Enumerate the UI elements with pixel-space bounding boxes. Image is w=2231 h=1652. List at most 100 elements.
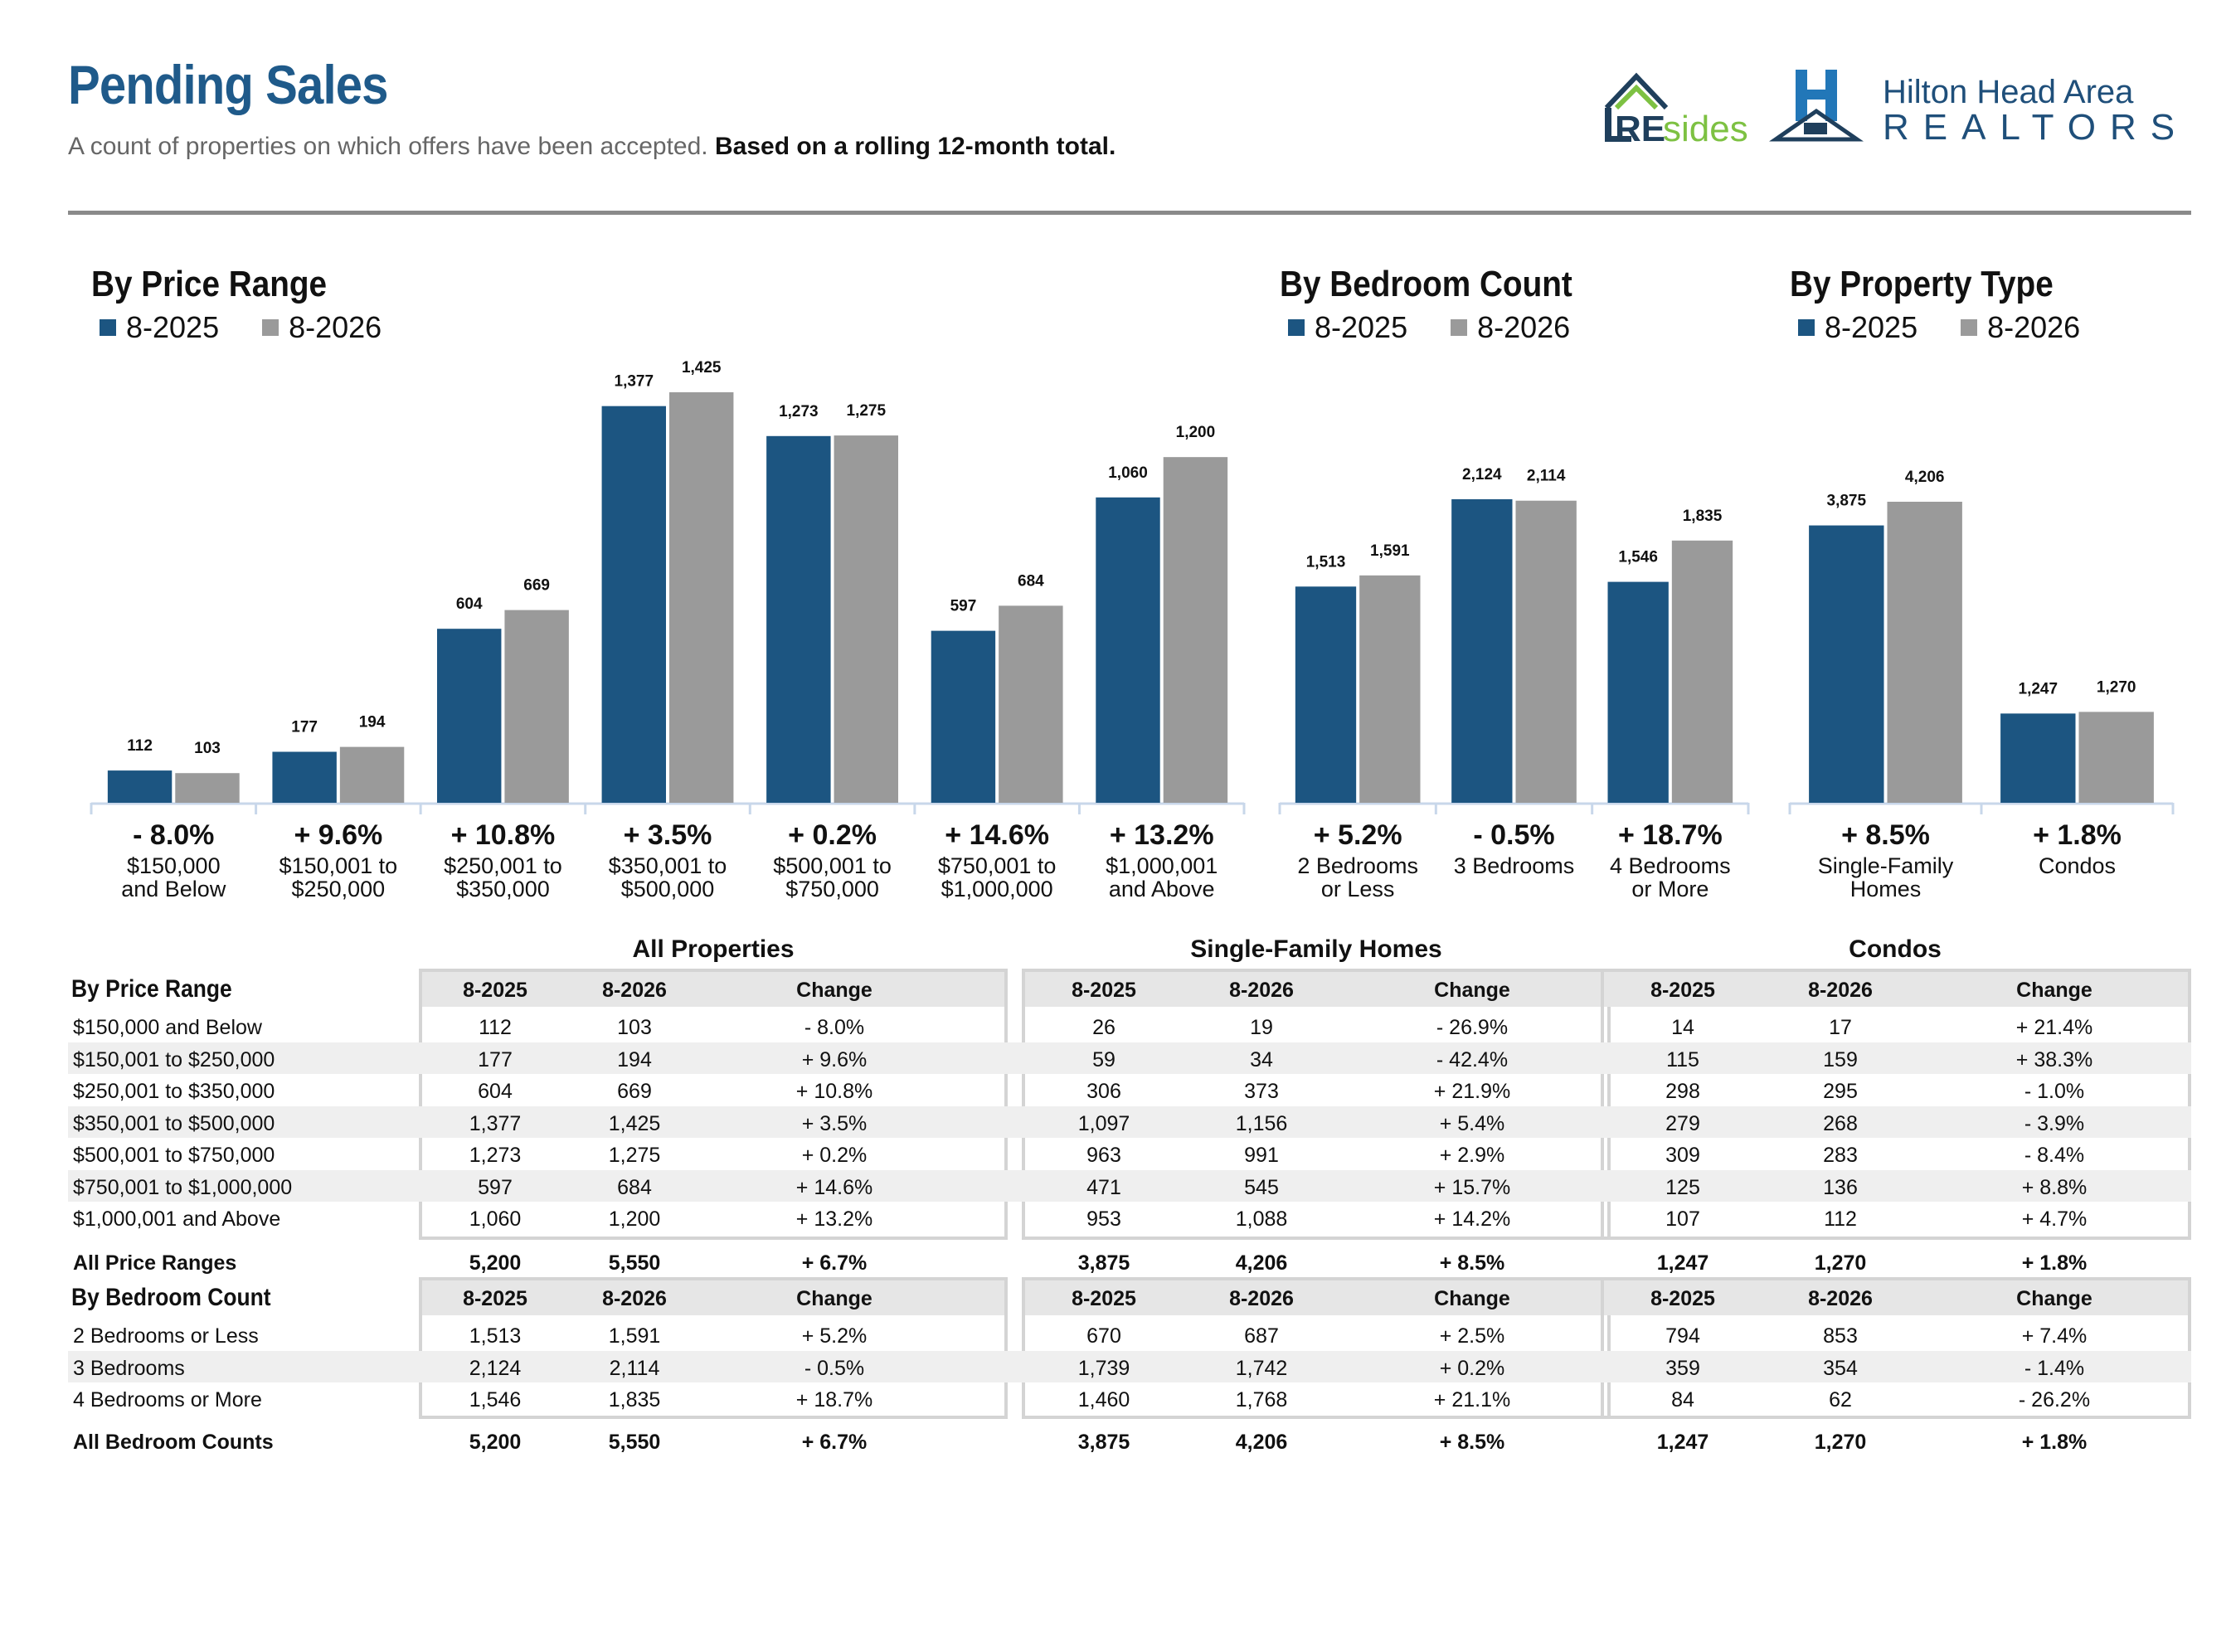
table-cell: 1,156: [1235, 1111, 1288, 1135]
table-cell: 194: [617, 1047, 652, 1071]
chart-title-property: By Property Type: [1790, 264, 2054, 304]
category-label: or More: [1631, 877, 1708, 901]
table-row-label: $150,001 to $250,000: [73, 1047, 275, 1071]
table-cell: 17: [1829, 1016, 1852, 1039]
change-label: + 5.2%: [1314, 819, 1402, 851]
table-cell: 306: [1086, 1080, 1121, 1103]
legend-swatch-2025: [1288, 319, 1305, 336]
category-label: $150,001 to: [279, 853, 398, 878]
table-cell: 2,124: [469, 1356, 522, 1380]
bar-value-label: 194: [359, 714, 386, 731]
table-cell: + 21.9%: [1433, 1080, 1511, 1103]
category-label: $150,000: [127, 853, 221, 878]
table-cell: 34: [1250, 1047, 1273, 1071]
table-cell: 670: [1086, 1324, 1121, 1348]
category-label: $750,001 to: [938, 853, 1057, 878]
table-column-header: Change: [1434, 979, 1510, 1002]
table-total-cell: + 6.7%: [801, 1431, 868, 1454]
bar-2025: [1607, 581, 1669, 803]
bar-2025: [1295, 586, 1357, 803]
table-row-label: $250,001 to $350,000: [73, 1080, 275, 1103]
table-cell: + 9.6%: [801, 1047, 868, 1071]
table-cell: 1,200: [608, 1207, 661, 1231]
table-header-band: [422, 1280, 1004, 1315]
table-cell: - 3.9%: [2024, 1111, 2085, 1135]
table-cell: 309: [1665, 1144, 1700, 1167]
table-cell: 1,097: [1077, 1111, 1130, 1135]
category-label: $500,001 to: [773, 853, 892, 878]
category-label: and Above: [1109, 877, 1215, 901]
legend-property: 8-2025 8-2026: [1798, 310, 2123, 345]
change-label: + 10.8%: [451, 819, 556, 851]
table-cell: - 8.0%: [804, 1016, 865, 1039]
table-cell: 1,739: [1077, 1356, 1130, 1380]
table-column-header: 8-2025: [1650, 979, 1715, 1002]
table-cell: 283: [1823, 1144, 1858, 1167]
table-cell: 545: [1244, 1175, 1279, 1199]
table-cell: + 2.5%: [1439, 1324, 1505, 1348]
legend-swatch-2026: [1961, 319, 1978, 336]
table-cell: + 2.9%: [1439, 1144, 1505, 1167]
table-cell: + 18.7%: [795, 1388, 873, 1411]
table-cell: 112: [1824, 1207, 1857, 1231]
legend-label-2025: 8-2025: [126, 310, 220, 344]
table-column-header: 8-2026: [1229, 979, 1294, 1002]
table-cell: 1,591: [608, 1324, 661, 1348]
legend-price: 8-2025 8-2026: [100, 310, 425, 345]
table-cell: 19: [1250, 1016, 1273, 1039]
bar-value-label: 604: [456, 595, 483, 613]
table-total-label: All Bedroom Counts: [73, 1431, 274, 1454]
table-row-label: $1,000,001 and Above: [73, 1207, 281, 1231]
change-label: + 13.2%: [1110, 819, 1214, 851]
table-cell: + 4.7%: [2021, 1207, 2088, 1231]
table-box: [1601, 1277, 2191, 1419]
table-cell: 1,768: [1235, 1388, 1288, 1411]
table-cell: - 1.0%: [2024, 1080, 2085, 1103]
table-cell: 1,060: [469, 1207, 522, 1231]
bar-value-label: 597: [950, 598, 977, 615]
page-title: Pending Sales: [68, 54, 388, 115]
table-cell: + 5.2%: [801, 1324, 868, 1348]
table-cell: + 7.4%: [2021, 1324, 2088, 1348]
table-column-header: Change: [2016, 1287, 2092, 1310]
category-label: Condos: [2039, 853, 2116, 878]
bar-value-label: 112: [127, 737, 153, 755]
table-cell: 953: [1086, 1207, 1121, 1231]
bar-2026: [999, 605, 1063, 803]
table-column-header: Change: [1434, 1287, 1510, 1310]
bar-value-label: 103: [194, 740, 221, 757]
bar-value-label: 3,875: [1827, 493, 1867, 510]
table-row-label: $750,001 to $1,000,000: [73, 1175, 293, 1199]
table-cell: - 26.9%: [1436, 1016, 1509, 1039]
category-label: $1,000,001: [1106, 853, 1218, 878]
legend-bedroom: 8-2025 8-2026: [1288, 310, 1613, 345]
bar-2026: [1359, 575, 1421, 803]
table-cell: 1,546: [469, 1388, 522, 1411]
table-column-header: 8-2025: [463, 979, 527, 1002]
table-row-stripe: [68, 1105, 2191, 1138]
bar-value-label: 1,273: [779, 403, 819, 420]
page-subtitle: A count of properties on which offers ha…: [68, 133, 1116, 161]
bar-value-label: 684: [1018, 572, 1044, 590]
legend-label-2026: 8-2026: [1987, 310, 2081, 344]
category-label: 2 Bedrooms: [1297, 853, 1418, 878]
table-row-label: $500,001 to $750,000: [73, 1144, 275, 1167]
chart-title-price: By Price Range: [91, 264, 328, 304]
legend-label-2025: 8-2025: [1315, 310, 1408, 344]
category-label: $750,000: [785, 877, 879, 901]
table-cell: - 42.4%: [1436, 1047, 1509, 1071]
bar-value-label: 1,835: [1683, 508, 1723, 525]
bar-value-label: 2,124: [1462, 466, 1502, 483]
table-header-band: [422, 972, 1004, 1007]
category-label: 4 Bedrooms: [1610, 853, 1731, 878]
realtors-line2: REALTORS: [1883, 107, 2189, 148]
category-label: Single-Family: [1818, 853, 1954, 878]
bar-2025: [107, 770, 173, 803]
table-cell: 684: [617, 1175, 652, 1199]
change-label: + 14.6%: [945, 819, 1049, 851]
bar-value-label: 4,206: [1905, 469, 1945, 486]
table-row-stripe: [68, 1042, 2191, 1074]
table-cell: + 14.2%: [1433, 1207, 1511, 1231]
table-cell: 794: [1665, 1324, 1700, 1348]
